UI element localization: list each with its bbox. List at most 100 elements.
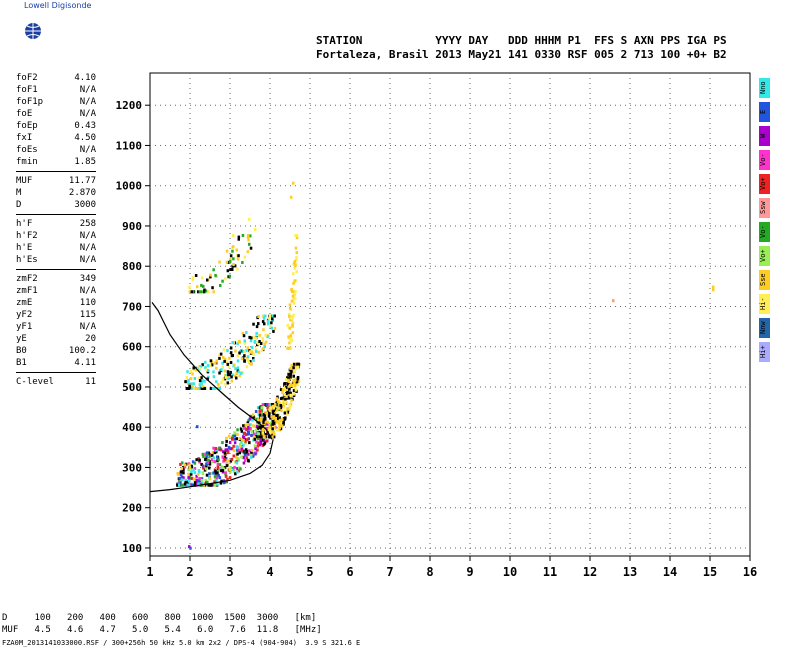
echo-point — [247, 452, 250, 456]
echo-point — [204, 452, 207, 456]
echo-point — [233, 465, 236, 469]
echo-point — [219, 481, 223, 485]
echo-point — [253, 437, 257, 441]
echo-point — [267, 319, 270, 323]
echo-point — [216, 463, 220, 466]
param-name: h'Es — [16, 255, 38, 265]
echo-point — [261, 339, 265, 343]
echo-point — [198, 376, 201, 380]
echo-point — [295, 251, 298, 255]
echo-point — [251, 430, 254, 434]
echo-point — [189, 377, 193, 381]
echo-point — [238, 451, 241, 455]
polarization-legend: Nno E W Vo- Vo+ Ssw Vo- Vo+ Sse Hi- Nnw Hi+ — [759, 78, 770, 366]
echo-point — [212, 375, 216, 379]
echo-point — [182, 468, 185, 472]
echo-point — [257, 322, 260, 326]
echo-point — [212, 446, 215, 450]
param-row: h'F2 N/A — [16, 230, 96, 242]
echo-point — [244, 458, 247, 462]
echo-point — [275, 397, 278, 401]
echo-point — [242, 424, 245, 428]
echo-point — [228, 356, 231, 360]
echo-point — [288, 403, 292, 406]
echo-point — [294, 297, 297, 301]
echo-point — [293, 293, 297, 297]
y-tick-label: 800 — [122, 260, 142, 273]
echo-point — [221, 465, 224, 469]
echo-point — [273, 404, 277, 408]
echo-point — [188, 385, 192, 389]
echo-point — [295, 270, 298, 274]
echo-point — [268, 412, 271, 416]
echo-point — [283, 382, 286, 386]
echo-point — [272, 329, 275, 333]
echo-point — [262, 328, 265, 332]
echo-point — [259, 416, 263, 420]
echo-point — [229, 465, 232, 469]
echo-point — [237, 237, 240, 241]
echo-point — [192, 382, 196, 386]
echo-point — [234, 367, 237, 371]
x-tick-label: 3 — [226, 565, 233, 579]
echo-point — [263, 413, 266, 417]
echo-point — [286, 376, 289, 380]
echo-point — [200, 462, 203, 466]
echo-point — [203, 379, 206, 383]
echo-point — [261, 431, 264, 435]
echo-point — [188, 473, 192, 477]
param-name: yF1 — [16, 322, 33, 332]
echo-point — [266, 433, 269, 437]
echo-point — [190, 464, 193, 468]
echo-point — [191, 384, 194, 388]
echo-point — [293, 279, 297, 283]
echo-point — [295, 381, 299, 385]
echo-point — [263, 435, 266, 439]
echo-point — [188, 463, 191, 467]
echo-point — [271, 404, 275, 408]
echo-point — [247, 238, 250, 242]
param-name: foEs — [16, 145, 38, 155]
echo-point — [293, 261, 296, 265]
echo-point — [222, 481, 226, 485]
echo-point — [290, 288, 293, 292]
echo-point — [185, 387, 189, 390]
echo-point — [241, 331, 245, 335]
file-info-line: FZA0M_2013141033000.RSF / 300+256h 50 kH… — [2, 639, 361, 647]
legend-item: Vo- — [759, 222, 770, 242]
param-separator — [16, 372, 96, 373]
param-row: h'E N/A — [16, 242, 96, 254]
echo-point — [217, 469, 220, 473]
param-name: fxI — [16, 133, 33, 143]
echo-point — [254, 410, 258, 413]
echo-point — [284, 378, 288, 382]
echo-point — [242, 435, 246, 439]
echo-point — [275, 426, 278, 430]
echo-point — [209, 364, 212, 368]
echo-point — [240, 429, 244, 433]
echo-point — [259, 418, 263, 422]
y-tick-label: 700 — [122, 300, 142, 313]
echo-point — [273, 407, 277, 411]
echo-point — [194, 483, 198, 487]
echo-point — [199, 365, 203, 369]
echo-point — [277, 400, 280, 404]
echo-point — [176, 483, 179, 487]
echo-point — [291, 331, 295, 335]
echo-point — [216, 482, 219, 486]
echo-point — [264, 417, 267, 421]
echo-point — [263, 342, 266, 346]
echo-point — [269, 410, 272, 414]
param-name: foF1p — [16, 97, 44, 107]
echo-point — [252, 424, 255, 428]
plot-frame — [149, 72, 751, 557]
echo-point — [233, 431, 237, 435]
echo-point — [191, 290, 195, 294]
echo-point — [229, 258, 232, 262]
y-tick-label: 1200 — [116, 99, 143, 112]
echo-point — [255, 325, 259, 329]
param-name: zmF1 — [16, 286, 38, 296]
echo-point — [213, 387, 216, 390]
echo-point — [209, 387, 213, 390]
echo-point — [264, 433, 268, 436]
